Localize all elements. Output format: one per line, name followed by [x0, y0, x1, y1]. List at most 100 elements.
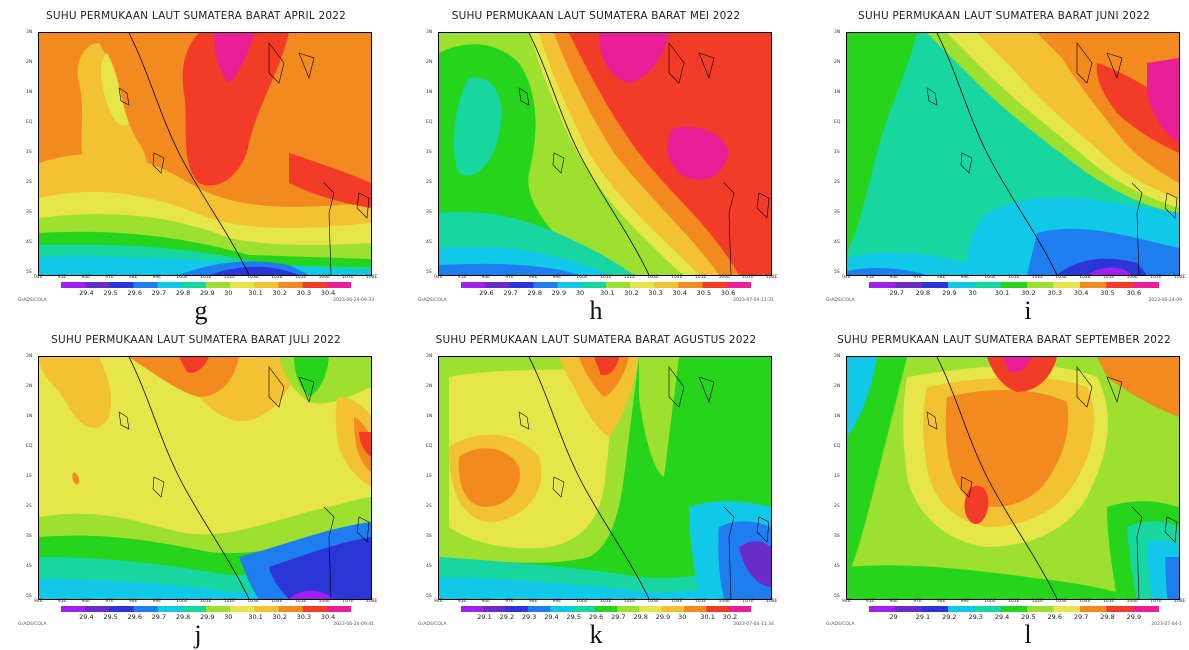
x-tick-label: 95E [457, 599, 467, 604]
colorbar-swatch [726, 282, 751, 288]
colorbar-label: 29.7 [611, 613, 626, 621]
panel-k: SUHU PERMUKAAN LAUT SUMATERA BARAT AGUST… [416, 334, 777, 634]
x-tick-label: 104E [1079, 599, 1091, 604]
colorbar-label: 30.4 [1073, 289, 1089, 297]
colorbar-swatch [61, 606, 86, 612]
x-tick-label: 107E [742, 275, 754, 280]
y-tick-label: 3N [834, 30, 841, 35]
y-tick-label: 2S [426, 180, 432, 185]
colorbar-swatch [1027, 606, 1054, 612]
colorbar-label: 30.4 [672, 289, 687, 297]
footer-timestamp: 2023-06-24-09:41 [333, 622, 374, 627]
colorbar-swatch [869, 282, 896, 288]
x-axis-labels: 94E 95E 96E 97E 98E 99E 100E 101E 102E 103E 104E 10… [434, 599, 777, 607]
sst-map-svg [39, 357, 371, 599]
y-tick-label: 5S [26, 594, 32, 599]
colorbar-label: 29.3 [968, 613, 983, 621]
colorbar-label: 30.3 [648, 289, 663, 297]
sst-map [38, 32, 372, 276]
colorbar-swatch [181, 606, 207, 612]
colorbar-labels: 29 29.1 29.2 29.3 29.4 29.5 29.6 29.7 29.8 29.9 [869, 613, 1159, 623]
x-tick-label: 105E [694, 275, 707, 280]
colorbar-label: 29.7 [889, 289, 904, 297]
panel-j: SUHU PERMUKAAN LAUT SUMATERA BARAT JULI … [16, 334, 377, 634]
y-tick-label: 5S [26, 270, 32, 275]
x-axis-labels: 94E 95E 96E 97E 98E 99E 100E 101E 102E 103E 104E 10… [842, 275, 1185, 283]
colorbar-label: 30 [224, 289, 233, 297]
x-tick-label: 108E [766, 599, 778, 604]
y-tick-label: 2S [26, 180, 32, 185]
colorbar-swatch [157, 606, 183, 612]
colorbar-label: 29.6 [1047, 613, 1063, 621]
colorbar-label: 29 [889, 613, 898, 621]
colorbar-swatch [974, 282, 1002, 288]
x-tick-label: 103E [1055, 275, 1067, 280]
colorbar-swatch [157, 282, 183, 288]
colorbar-swatch [278, 282, 303, 288]
y-tick-label: 1N [26, 90, 33, 95]
x-tick-label: 103E [647, 599, 659, 604]
colorbar-swatch [684, 606, 707, 612]
y-tick-label: EQ [426, 444, 433, 449]
y-tick-label: 2S [834, 504, 840, 509]
colorbar-swatch [1106, 282, 1133, 288]
colorbar-swatch [254, 606, 279, 612]
colorbar-label: 30.1 [600, 289, 615, 297]
footer-source: GrADS/COLA [418, 622, 447, 627]
y-tick-label: 3S [426, 534, 432, 539]
y-axis-labels: 3N 2N 1N EQ 1S 2S 3S 4S 5S [416, 354, 436, 599]
colorbar-swatch [461, 606, 484, 612]
colorbar-label: 30.1 [248, 289, 263, 297]
x-tick-label: 107E [742, 599, 754, 604]
x-tick-label: 108E [366, 275, 378, 280]
panel-title: SUHU PERMUKAAN LAUT SUMATERA BARAT MEI 2… [451, 10, 741, 22]
y-tick-label: 2N [26, 60, 33, 65]
y-axis-labels: 3N 2N 1N EQ 1S 2S 3S 4S 5S [824, 30, 844, 275]
x-tick-label: 106E [1126, 275, 1138, 280]
colorbar-label: 29.9 [1126, 613, 1142, 621]
colorbar-label: 30.4 [320, 289, 336, 297]
x-tick-label: 96E [889, 275, 898, 280]
colorbar-swatch [1132, 282, 1159, 288]
sst-map [438, 356, 772, 600]
y-tick-label: 2N [834, 60, 841, 65]
colorbar [869, 606, 1159, 612]
x-tick-label: 102E [623, 275, 636, 280]
y-tick-label: 1S [426, 474, 432, 479]
x-tick-label: 96E [81, 599, 90, 604]
x-tick-label: 102E [223, 599, 236, 604]
colorbar-labels: 29.1 29.2 29.3 29.4 29.5 29.6 29.7 29.8 29.9 30 30… [461, 613, 751, 623]
y-tick-label: 4S [26, 564, 32, 569]
colorbar-swatch [706, 606, 729, 612]
x-tick-label: 96E [81, 275, 90, 280]
footer-timestamp: 2023-06-24-09 [1148, 298, 1182, 303]
y-tick-label: 5S [426, 270, 432, 275]
footer-timestamp: 2023-07-04-11:34 [733, 622, 774, 627]
colorbar-label: 29.1 [915, 613, 931, 621]
y-tick-label: 3S [834, 534, 840, 539]
y-tick-label: 1N [834, 90, 841, 95]
colorbar-label: 29.8 [527, 289, 542, 297]
colorbar-labels: 29.7 29.8 29.9 30 30.1 30.2 30.3 30.4 30.5 30.6 [869, 289, 1159, 299]
colorbar [461, 606, 751, 612]
colorbar-swatch [485, 282, 510, 288]
x-tick-label: 106E [318, 599, 330, 604]
x-axis-labels: 94E 95E 96E 97E 98E 99E 100E 101E 102E 103E 104E 10… [34, 275, 377, 283]
colorbar-swatch [581, 282, 607, 288]
x-tick-label: 102E [223, 275, 236, 280]
y-tick-label: 1N [426, 90, 433, 95]
colorbar-swatch [133, 606, 158, 612]
x-tick-label: 99E [152, 275, 162, 280]
colorbar [869, 282, 1159, 288]
x-tick-label: 106E [718, 599, 730, 604]
x-tick-label: 97E [913, 275, 922, 280]
y-tick-label: EQ [426, 120, 433, 125]
panel-h: SUHU PERMUKAAN LAUT SUMATERA BARAT MEI 2… [416, 10, 777, 310]
x-tick-label: 99E [552, 599, 562, 604]
y-tick-label: 3S [26, 210, 32, 215]
y-tick-label: 4S [426, 240, 432, 245]
y-axis-labels: 3N 2N 1N EQ 1S 2S 3S 4S 5S [16, 30, 36, 275]
x-tick-label: 95E [865, 599, 875, 604]
colorbar-label: 30.2 [722, 613, 738, 621]
x-tick-label: 103E [1055, 599, 1067, 604]
